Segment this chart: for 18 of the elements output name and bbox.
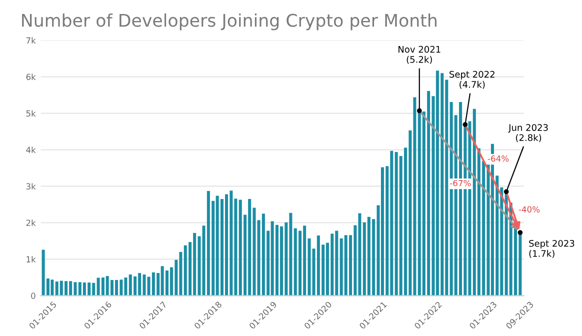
chart-title: Number of Developers Joining Crypto per Month [22, 13, 436, 30]
annotation: Sept 2023 (1.7k) [529, 240, 574, 258]
y-tick-label: 4k [26, 146, 36, 153]
annotation: Nov 2021 (5.2k) [398, 46, 440, 64]
annotation: Sept 2022 (4.7k) [450, 70, 494, 89]
annotation: -64% [488, 155, 509, 162]
y-tick-label: 6k [26, 74, 36, 80]
y-tick-label: 7k [26, 37, 36, 44]
annotation: -40% [518, 206, 540, 213]
y-tick-label: 2k [26, 220, 36, 226]
bar [50, 280, 54, 296]
y-tick-label: 3k [26, 183, 36, 190]
annotation: -67% [450, 180, 471, 186]
annotation: Jun 2023 (2.8k) [508, 124, 548, 142]
y-tick-label: 1k [26, 256, 36, 262]
y-tick-label: 0 [31, 292, 36, 299]
y-tick-label: 5k [26, 110, 36, 117]
bar [275, 224, 279, 296]
